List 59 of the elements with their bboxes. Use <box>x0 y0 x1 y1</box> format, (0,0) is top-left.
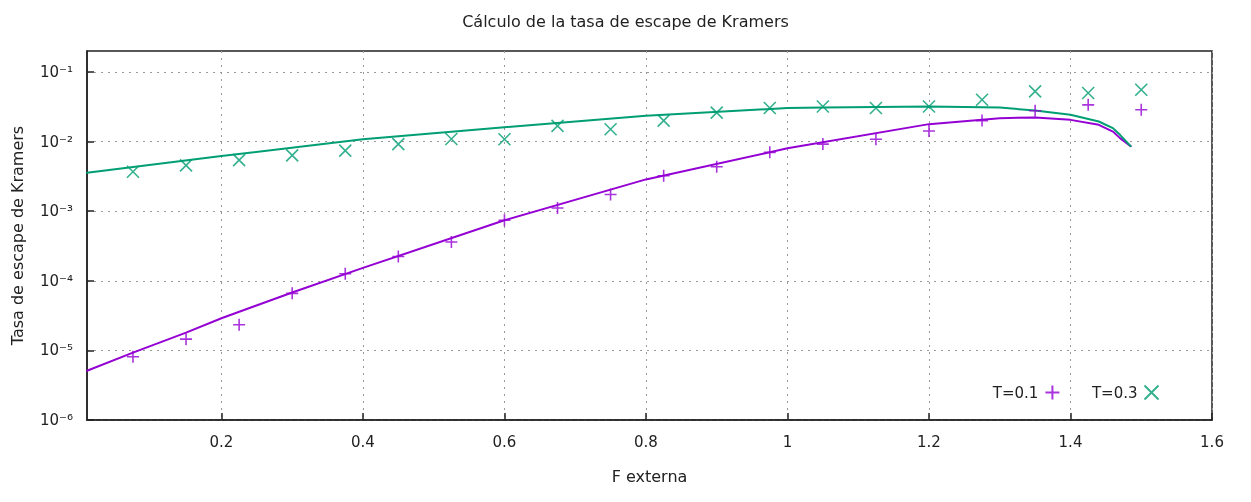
point <box>762 101 777 115</box>
point <box>391 249 406 264</box>
x-tick-label: 0.8 <box>634 432 658 451</box>
y-axis-title: Tasa de escape de Kramers <box>7 125 27 347</box>
point <box>232 318 246 332</box>
y-tick-label: 10⁻⁶ <box>39 411 73 429</box>
point <box>391 137 406 151</box>
x-tick-label: 1.2 <box>917 432 941 451</box>
legend-label: T=0.1 <box>991 383 1039 402</box>
point <box>1134 82 1149 97</box>
legend-label: T=0.3 <box>1090 383 1138 402</box>
point <box>1028 84 1042 99</box>
point <box>126 164 140 179</box>
point <box>179 158 193 173</box>
point <box>709 159 724 174</box>
point <box>709 105 724 120</box>
point <box>603 187 618 202</box>
point <box>1134 103 1149 117</box>
y-tick-label: 10⁻² <box>39 132 73 151</box>
point <box>550 119 565 133</box>
point <box>232 153 246 167</box>
point <box>497 132 512 147</box>
point <box>285 148 299 163</box>
point <box>1081 86 1095 100</box>
point <box>656 113 671 128</box>
point <box>444 132 459 146</box>
point <box>869 132 883 147</box>
point <box>922 99 936 114</box>
x-tick-label: 1.4 <box>1058 432 1083 451</box>
point <box>1081 98 1095 112</box>
y-tick-label: 10⁻⁴ <box>39 271 73 290</box>
point <box>444 235 459 249</box>
point <box>338 143 353 158</box>
y-tick-label: 10⁻¹ <box>39 62 73 81</box>
x-tick-label: 1 <box>782 432 793 451</box>
x-tick-label: 0.4 <box>351 432 375 451</box>
point <box>179 332 193 346</box>
point <box>550 201 565 215</box>
y-tick-label: 10⁻³ <box>39 202 73 221</box>
point <box>975 93 989 107</box>
y-tick-label: 10⁻⁵ <box>39 341 73 360</box>
point <box>497 213 512 228</box>
point <box>338 267 353 281</box>
point <box>656 169 671 183</box>
point <box>1028 103 1042 118</box>
x-tick-label: 0.6 <box>492 432 517 451</box>
point <box>126 349 140 364</box>
point <box>816 137 830 151</box>
x-tick-label: 0.2 <box>209 432 234 451</box>
point <box>285 286 299 301</box>
x-tick-label: 1.6 <box>1200 432 1224 451</box>
x-axis-title: F externa <box>611 466 688 486</box>
point <box>762 145 777 160</box>
chart-title: Cálculo de la tasa de escape de Kramers <box>462 11 789 31</box>
point <box>975 113 989 128</box>
point <box>869 101 883 115</box>
point <box>922 124 936 138</box>
point <box>603 122 618 137</box>
point <box>816 99 830 114</box>
